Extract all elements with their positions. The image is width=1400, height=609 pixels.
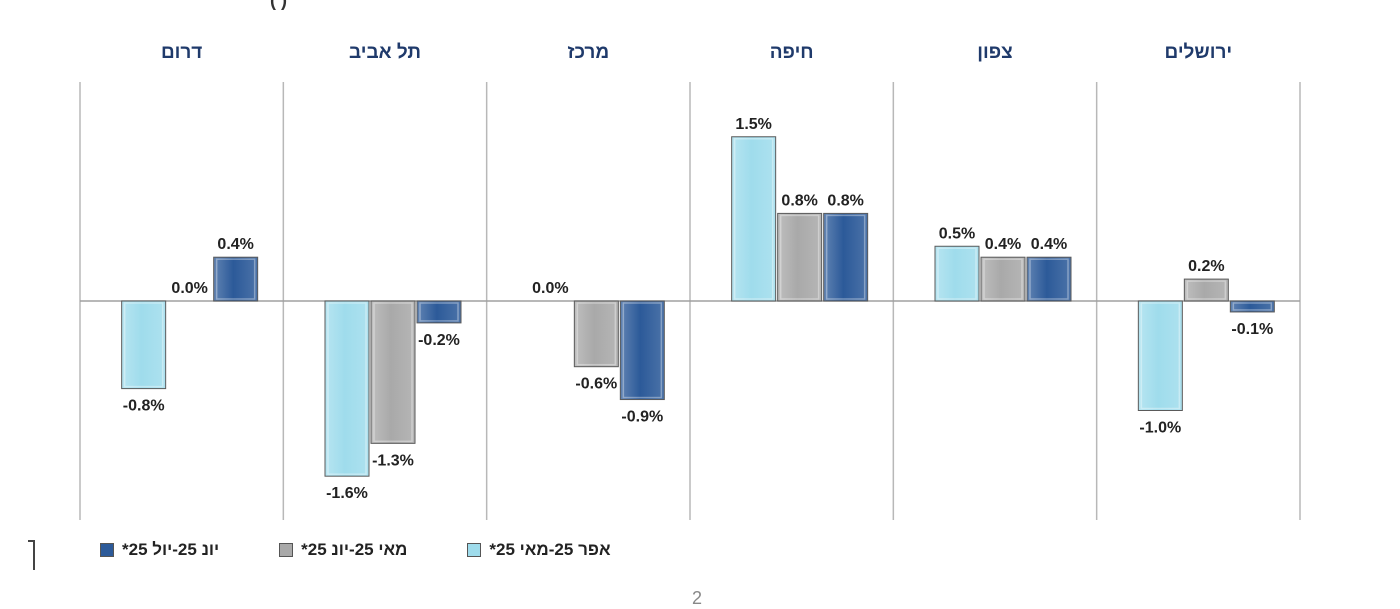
data-label: -0.6% bbox=[575, 376, 617, 393]
top-cut-text: ( ) bbox=[270, 0, 287, 10]
data-label: 0.8% bbox=[781, 192, 817, 209]
legend-swatch bbox=[279, 543, 294, 557]
bar bbox=[619, 300, 665, 401]
bar-bevel bbox=[983, 258, 1023, 300]
data-label: -0.1% bbox=[1231, 321, 1273, 338]
legend-label: מאי 25-יונ 25* bbox=[301, 540, 408, 559]
region-title-4: תל אביב bbox=[349, 42, 421, 63]
bar bbox=[416, 300, 462, 324]
bar-bevel bbox=[327, 302, 367, 475]
legend-item: יונ 25-יול 25* bbox=[100, 536, 219, 564]
data-label: -0.8% bbox=[123, 398, 165, 415]
bar-bevel bbox=[215, 258, 256, 300]
page-number: 2 bbox=[692, 588, 703, 608]
bar-bevel bbox=[937, 247, 977, 300]
data-label: 0.4% bbox=[985, 236, 1021, 253]
legend: אפר 25-מאי 25* מאי 25-יונ 25* יונ 25-יול 2… bbox=[100, 536, 611, 564]
region-title-1: צפון bbox=[977, 42, 1012, 63]
data-label: 0.2% bbox=[1188, 258, 1224, 275]
bar bbox=[980, 256, 1026, 302]
data-label: 0.0% bbox=[171, 280, 207, 297]
legend-swatch bbox=[467, 543, 482, 557]
data-label: 1.5% bbox=[735, 116, 771, 133]
bar bbox=[1229, 300, 1275, 313]
bar bbox=[823, 212, 869, 302]
bar-bevel bbox=[1140, 302, 1181, 410]
bar bbox=[1026, 256, 1072, 302]
text-cursor-tick bbox=[28, 540, 35, 542]
bar bbox=[1137, 300, 1183, 411]
data-label: -1.0% bbox=[1139, 420, 1181, 437]
data-label: -0.9% bbox=[621, 409, 663, 426]
bar-bevel bbox=[1186, 280, 1227, 300]
data-label: 0.0% bbox=[532, 280, 568, 297]
legend-label: אפר 25-מאי 25* bbox=[489, 540, 611, 559]
data-label: 0.8% bbox=[827, 192, 863, 209]
bar-bevel bbox=[373, 302, 413, 443]
data-label: 0.4% bbox=[1031, 236, 1067, 253]
text-cursor bbox=[33, 540, 35, 570]
bar-bevel bbox=[1232, 302, 1273, 311]
data-label: -1.3% bbox=[372, 452, 414, 469]
bar bbox=[324, 300, 370, 477]
bar-bevel bbox=[123, 302, 164, 388]
region-title-3: מרכז bbox=[568, 42, 610, 63]
bar-bevel bbox=[419, 302, 459, 322]
data-label: -0.2% bbox=[418, 332, 460, 349]
bar-bevel bbox=[576, 302, 617, 366]
bar bbox=[370, 300, 416, 444]
bar bbox=[934, 245, 980, 302]
bar-bevel bbox=[733, 138, 774, 300]
data-label: 0.4% bbox=[217, 236, 253, 253]
region-title-0: ירושלים bbox=[1165, 42, 1233, 63]
data-label: 0.5% bbox=[939, 225, 975, 242]
legend-item: מאי 25-יונ 25* bbox=[279, 536, 407, 564]
bar-bevel bbox=[622, 302, 663, 399]
legend-label: יונ 25-יול 25* bbox=[122, 540, 220, 559]
bar-bevel bbox=[1029, 258, 1069, 300]
bar bbox=[1183, 278, 1229, 302]
bar bbox=[573, 300, 619, 368]
legend-item: אפר 25-מאי 25* bbox=[467, 536, 611, 564]
bar-bevel bbox=[825, 214, 866, 300]
legend-swatch bbox=[100, 543, 114, 557]
region-title-2: חיפה bbox=[770, 42, 814, 63]
bar-bevel bbox=[779, 214, 820, 300]
data-label: -1.6% bbox=[326, 485, 368, 502]
bar bbox=[121, 300, 167, 390]
bar bbox=[731, 136, 777, 302]
bar bbox=[213, 256, 259, 302]
region-title-5: דרום bbox=[161, 42, 202, 63]
bar bbox=[777, 212, 823, 302]
